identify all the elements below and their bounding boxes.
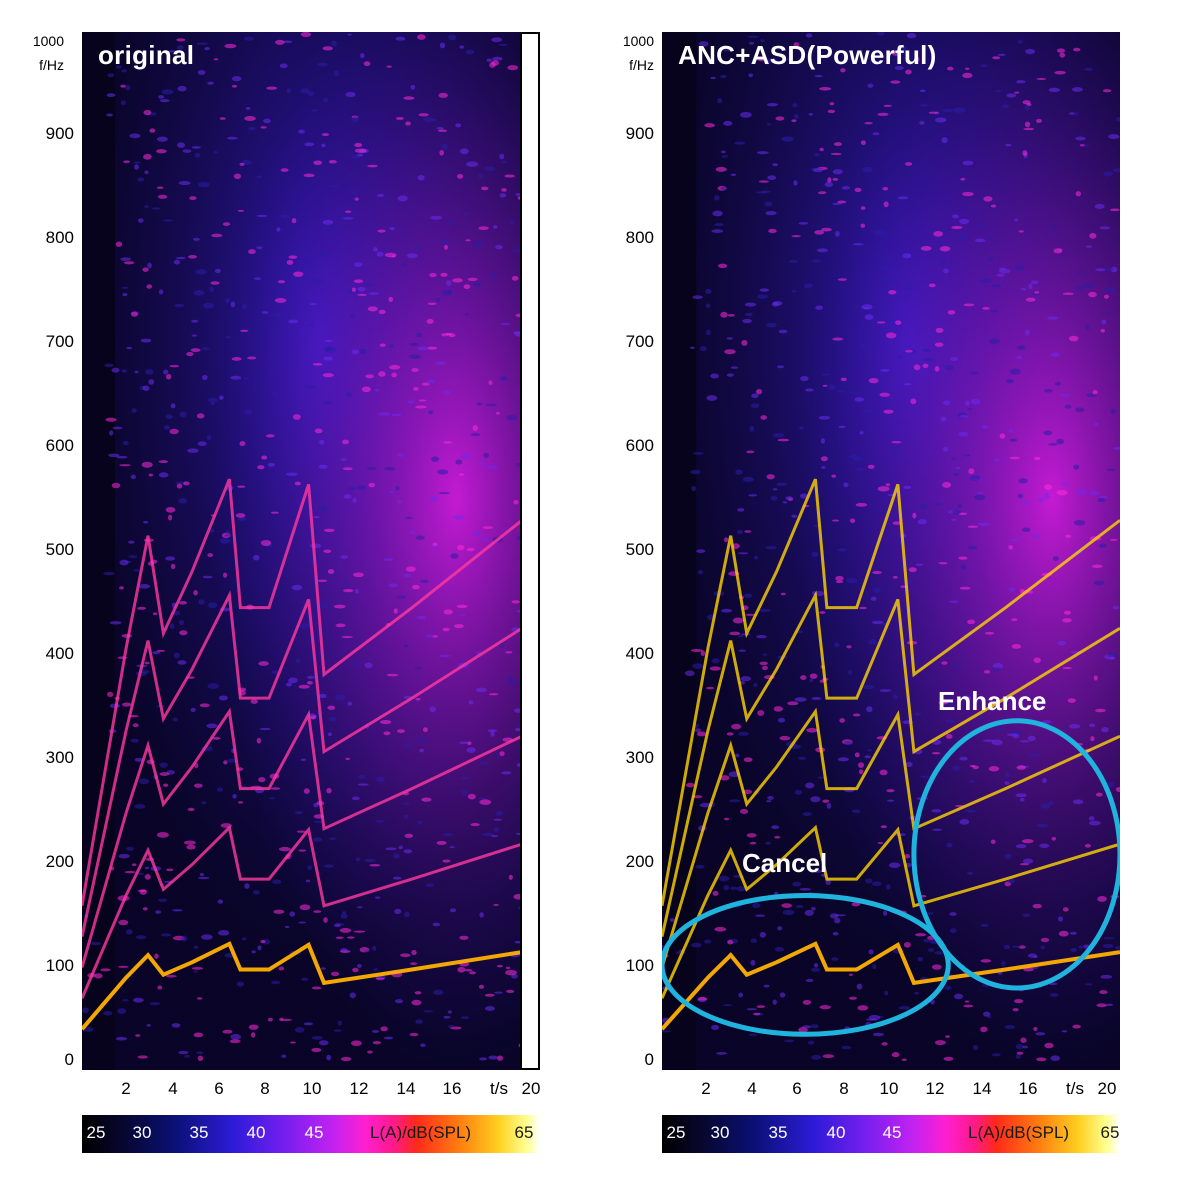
y-tick-700: 700 — [45, 332, 74, 351]
y-tick-600: 600 — [625, 436, 654, 455]
colorbar-tick-45: 45 — [304, 1123, 324, 1142]
y-tick-900: 900 — [625, 124, 654, 143]
x-tick-8: 8 — [839, 1079, 849, 1098]
annotation-ring-cancel — [662, 893, 951, 1037]
energy-field — [82, 32, 522, 1070]
colorbar-tick-25: 25 — [666, 1123, 686, 1142]
harmonic-track-4 — [82, 590, 522, 937]
colorbar-label: L(A)/dB(SPL) — [370, 1123, 472, 1142]
colorbar-tick-65: 65 — [1100, 1123, 1120, 1142]
x-tick-16: 16 — [442, 1079, 462, 1098]
spectrogram-original — [82, 32, 522, 1070]
harmonic-track-3 — [82, 707, 522, 968]
harmonic-track-4 — [662, 590, 1120, 937]
x-tick-14: 14 — [396, 1079, 416, 1098]
y-tick-400: 400 — [45, 644, 74, 663]
colorbar-tick-35: 35 — [189, 1123, 209, 1142]
harmonic-track-1 — [662, 941, 1120, 1031]
energy-field — [662, 32, 1120, 1070]
y-tick-500: 500 — [45, 540, 74, 559]
colorbar-tick-45: 45 — [882, 1123, 902, 1142]
colorbar-tick-65: 65 — [514, 1123, 534, 1142]
x-tick-12: 12 — [925, 1079, 945, 1098]
colorbar-tick-30: 30 — [132, 1123, 152, 1142]
y-tick-100: 100 — [625, 956, 654, 975]
colorbar-tick-40: 40 — [246, 1123, 266, 1142]
x-tick-2: 2 — [121, 1079, 131, 1098]
y-tick-200: 200 — [45, 852, 74, 871]
panel-title: ANC+ASD(Powerful) — [678, 40, 937, 70]
y-tick-0: 0 — [64, 1050, 74, 1069]
y-tick-300: 300 — [45, 748, 74, 767]
y-axis-label: f/Hz — [39, 57, 64, 73]
y-axis-label: f/Hz — [629, 57, 654, 73]
harmonic-track-2 — [82, 824, 522, 999]
y-tick-800: 800 — [45, 228, 74, 247]
y-tick-300: 300 — [625, 748, 654, 767]
y-tick-1000: 1000 — [32, 33, 64, 49]
annotation-cancel: Cancel — [742, 848, 828, 878]
annotation-enhance: Enhance — [938, 686, 1047, 716]
x-tick-6: 6 — [214, 1079, 224, 1098]
plot-frame-edge — [520, 32, 540, 1070]
colorbar-tick-35: 35 — [768, 1123, 788, 1142]
x-tick-12: 12 — [349, 1079, 369, 1098]
x-tick-2: 2 — [701, 1079, 711, 1098]
y-tick-400: 400 — [625, 644, 654, 663]
annotation-ring-enhance — [911, 718, 1120, 991]
harmonic-track-5 — [662, 478, 1120, 907]
panel-title: original — [98, 40, 195, 70]
y-tick-100: 100 — [45, 956, 74, 975]
colorbar-tick-25: 25 — [86, 1123, 106, 1142]
colorbar: 25 30 35 40 45 L(A)/dB(SPL) 65 — [662, 1115, 1120, 1153]
y-tick-900: 900 — [45, 124, 74, 143]
x-tick-4: 4 — [747, 1079, 757, 1098]
x-tick-20: 20 — [521, 1079, 541, 1098]
x-tick-16: 16 — [1018, 1079, 1038, 1098]
harmonic-track-1 — [82, 941, 522, 1031]
x-axis-label: t/s — [1066, 1079, 1084, 1098]
harmonic-track-5 — [82, 478, 522, 907]
y-tick-500: 500 — [625, 540, 654, 559]
colorbar-label: L(A)/dB(SPL) — [968, 1123, 1070, 1142]
colorbar-tick-30: 30 — [710, 1123, 730, 1142]
x-tick-20: 20 — [1097, 1079, 1117, 1098]
x-tick-8: 8 — [260, 1079, 270, 1098]
y-tick-0: 0 — [644, 1050, 654, 1069]
y-tick-1000: 1000 — [622, 33, 654, 49]
panel-original: 1000 f/Hz 900 800 700 600 500 400 300 20… — [32, 32, 541, 1153]
y-tick-600: 600 — [45, 436, 74, 455]
x-axis-label: t/s — [490, 1079, 508, 1098]
x-tick-6: 6 — [792, 1079, 802, 1098]
y-tick-800: 800 — [625, 228, 654, 247]
x-tick-4: 4 — [168, 1079, 178, 1098]
spectrogram-svg — [662, 32, 1120, 1070]
colorbar-tick-40: 40 — [826, 1123, 846, 1142]
y-tick-200: 200 — [625, 852, 654, 871]
panel-anc-asd: 1000 f/Hz 900 800 700 600 500 400 300 20… — [580, 0, 1180, 1194]
spectrogram-svg — [82, 32, 522, 1070]
x-tick-14: 14 — [972, 1079, 992, 1098]
colorbar: 25 30 35 40 45 L(A)/dB(SPL) 65 — [82, 1115, 540, 1153]
x-tick-10: 10 — [302, 1079, 322, 1098]
y-tick-700: 700 — [625, 332, 654, 351]
spectrogram-anc-asd — [662, 32, 1120, 1070]
speckle-texture — [82, 32, 522, 1062]
harmonic-track-2 — [662, 824, 1120, 999]
x-tick-10: 10 — [879, 1079, 899, 1098]
